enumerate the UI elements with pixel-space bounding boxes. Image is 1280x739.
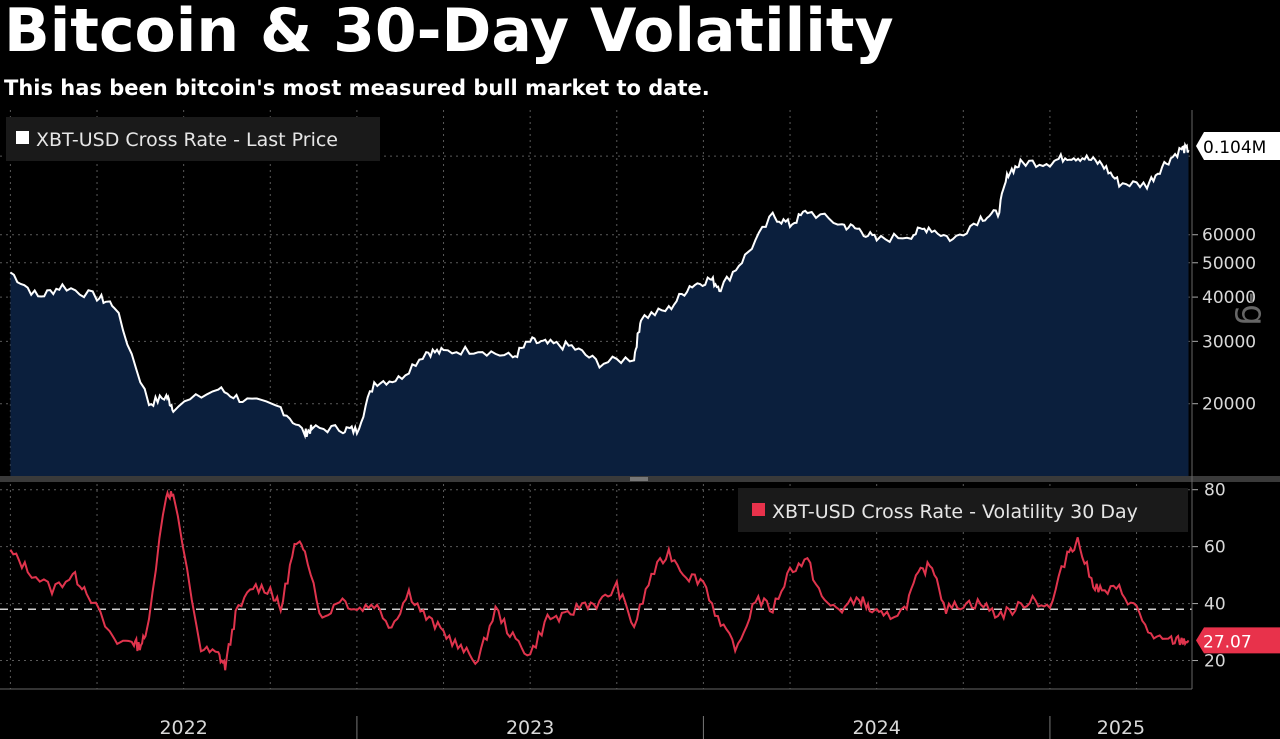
price-legend-box (6, 117, 380, 161)
chart-subtitle: This has been bitcoin's most measured bu… (4, 76, 710, 100)
volatility-last-badge: 27.07 (1196, 627, 1280, 654)
chart-title: Bitcoin & 30-Day Volatility (4, 0, 894, 66)
volatility-tick-label: 60 (1204, 538, 1226, 558)
volatility-legend-box (738, 488, 1188, 532)
volatility-legend-label: XBT-USD Cross Rate - Volatility 30 Day (772, 501, 1138, 523)
price-last-badge: 0.104M (1196, 132, 1280, 160)
volatility-last-label: 27.07 (1203, 632, 1252, 652)
year-label: 2022 (159, 717, 207, 739)
price-tick-label: 50000 (1202, 254, 1256, 274)
volatility-tick-label: 20 (1204, 652, 1226, 672)
watermark-text: -g (1233, 292, 1273, 326)
year-label: 2024 (852, 717, 900, 739)
volatility-line (9, 489, 1190, 671)
price-y-axis: 20000 30000 40000 50000 60000 (1192, 226, 1256, 415)
price-legend-label: XBT-USD Cross Rate - Last Price (36, 129, 338, 151)
year-label: 2025 (1097, 717, 1145, 739)
price-legend-swatch (16, 131, 29, 144)
year-label: 2023 (506, 717, 554, 739)
panel-divider-handle[interactable] (630, 477, 648, 481)
volatility-tick-label: 40 (1204, 595, 1226, 615)
x-axis: 2022 2023 2024 2025 (159, 716, 1145, 739)
volatility-legend-swatch (752, 503, 765, 516)
price-tick-label: 40000 (1202, 288, 1256, 308)
price-last-label: 0.104M (1203, 138, 1266, 158)
price-tick-label: 20000 (1202, 395, 1256, 415)
price-line (9, 141, 1190, 440)
price-tick-label: 60000 (1202, 226, 1256, 246)
price-area (10, 145, 1189, 476)
volatility-tick-label: 80 (1204, 481, 1226, 501)
volatility-y-axis: 20 40 60 80 (1192, 481, 1226, 672)
price-tick-label: 30000 (1202, 332, 1256, 352)
